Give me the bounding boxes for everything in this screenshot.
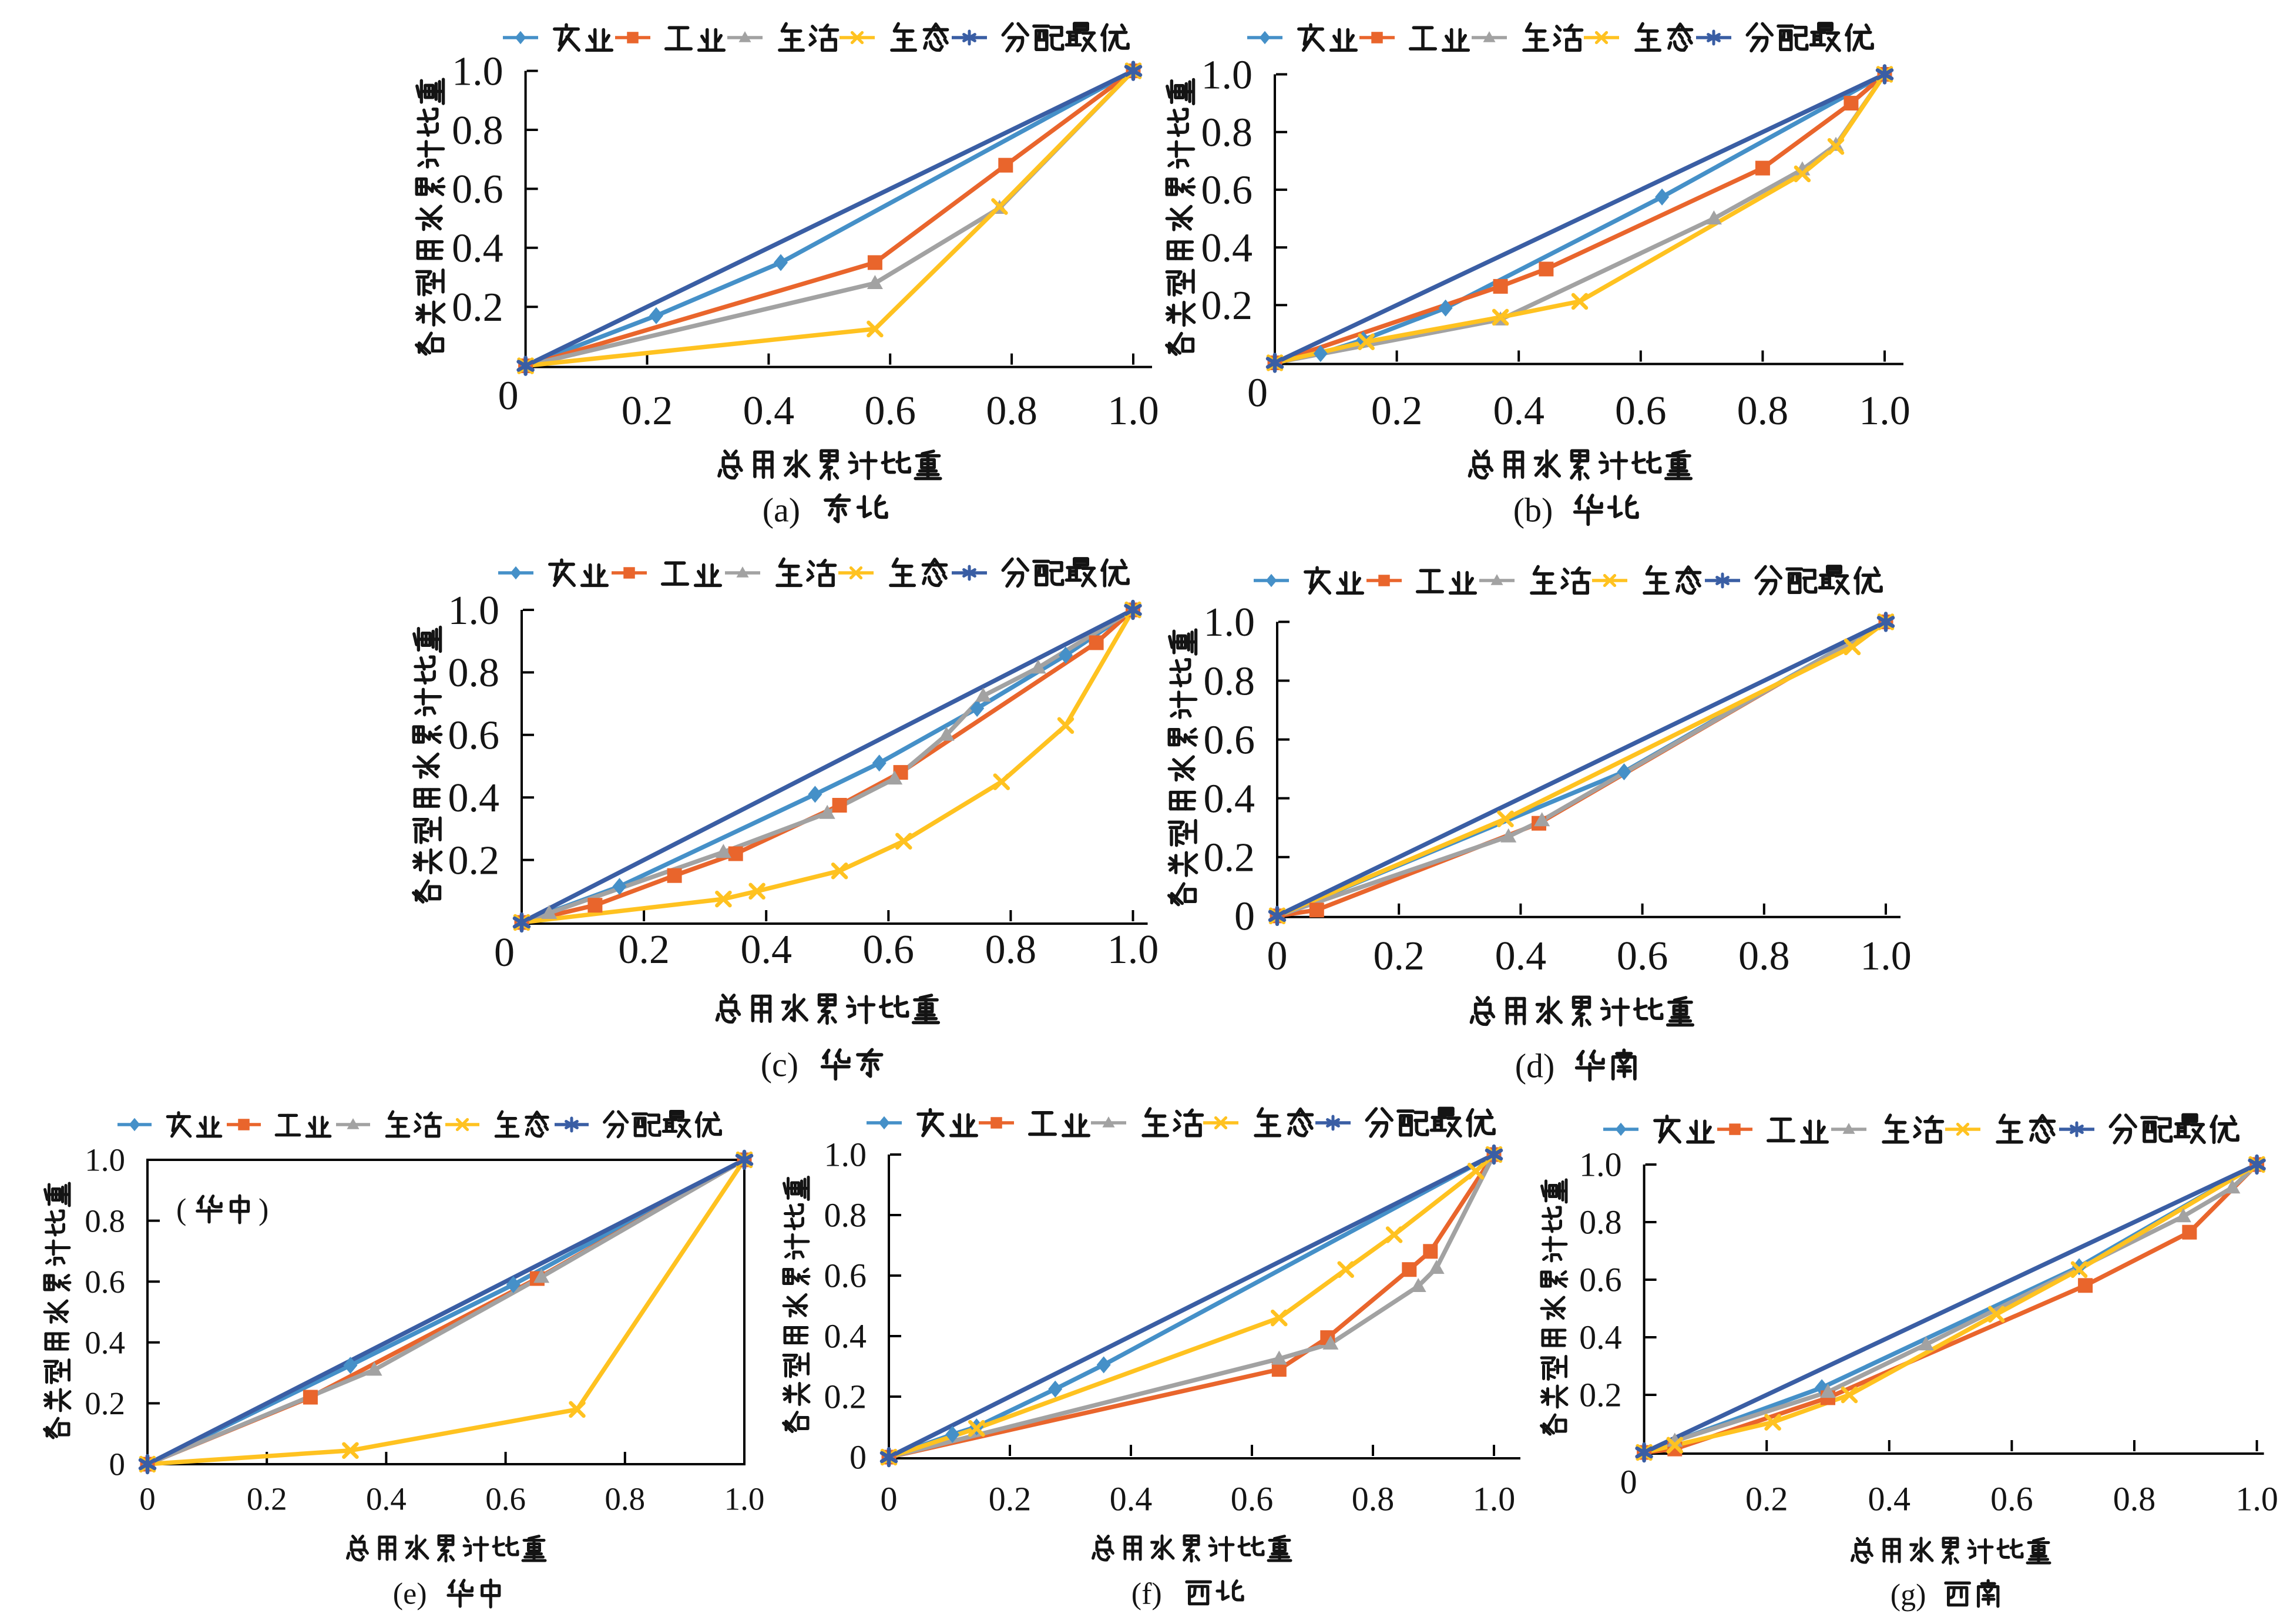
svg-text:(d): (d): [1515, 1047, 1555, 1085]
svg-text:0.4: 0.4: [366, 1481, 407, 1517]
svg-text:0.8: 0.8: [1204, 659, 1255, 704]
svg-text:0.8: 0.8: [1737, 388, 1789, 434]
svg-text:1.0: 1.0: [1204, 600, 1255, 645]
svg-text:(g): (g): [1891, 1579, 1926, 1612]
svg-text:0.8: 0.8: [2113, 1480, 2156, 1518]
svg-text:0.2: 0.2: [622, 388, 673, 434]
svg-text:1.0: 1.0: [1473, 1480, 1516, 1518]
svg-text:0.4: 0.4: [1493, 388, 1544, 434]
svg-text:0.2: 0.2: [989, 1480, 1032, 1518]
svg-text:0: 0: [139, 1481, 156, 1517]
svg-text:0.2: 0.2: [1201, 283, 1253, 328]
svg-text:0: 0: [109, 1447, 126, 1482]
svg-text:0.4: 0.4: [1201, 226, 1253, 271]
svg-text:0.8: 0.8: [1579, 1203, 1622, 1242]
svg-text:0.6: 0.6: [485, 1481, 526, 1517]
svg-text:(f): (f): [1131, 1578, 1162, 1611]
svg-text:0.8: 0.8: [452, 108, 503, 153]
svg-text:0.8: 0.8: [85, 1203, 125, 1239]
svg-text:0.6: 0.6: [864, 388, 916, 434]
svg-text:0: 0: [1267, 934, 1288, 979]
svg-text:): ): [258, 1193, 268, 1227]
svg-text:0.2: 0.2: [1204, 836, 1255, 881]
svg-text:0.8: 0.8: [1201, 110, 1253, 156]
svg-text:1.0: 1.0: [85, 1142, 125, 1178]
svg-text:0: 0: [1234, 894, 1255, 939]
svg-text:0.4: 0.4: [1579, 1318, 1622, 1357]
svg-text:0.4: 0.4: [452, 226, 503, 271]
svg-text:0.2: 0.2: [824, 1378, 867, 1416]
svg-text:1.0: 1.0: [2235, 1480, 2278, 1518]
svg-text:0.4: 0.4: [85, 1325, 125, 1361]
svg-text:0.4: 0.4: [1110, 1480, 1153, 1518]
svg-text:1.0: 1.0: [1859, 388, 1910, 434]
svg-text:0.6: 0.6: [824, 1257, 867, 1295]
svg-text:(: (: [176, 1193, 186, 1227]
svg-text:0.4: 0.4: [1868, 1480, 1911, 1518]
svg-text:0.8: 0.8: [1352, 1480, 1395, 1518]
svg-text:(c): (c): [761, 1046, 798, 1084]
svg-text:0: 0: [1247, 370, 1268, 415]
svg-text:0.6: 0.6: [1201, 168, 1253, 213]
svg-text:0.2: 0.2: [452, 285, 503, 330]
svg-text:0.2: 0.2: [1745, 1480, 1788, 1518]
svg-text:0.6: 0.6: [448, 713, 500, 759]
svg-text:0: 0: [849, 1438, 867, 1477]
svg-text:1.0: 1.0: [1579, 1146, 1622, 1184]
svg-text:(a): (a): [763, 491, 800, 529]
svg-text:1.0: 1.0: [1107, 927, 1159, 972]
svg-text:1.0: 1.0: [724, 1481, 765, 1517]
svg-text:0.8: 0.8: [985, 927, 1037, 972]
svg-text:0.8: 0.8: [1738, 934, 1790, 979]
svg-text:0.4: 0.4: [1495, 934, 1547, 979]
svg-text:0.2: 0.2: [618, 927, 670, 972]
svg-text:0.6: 0.6: [452, 167, 503, 212]
svg-text:0.8: 0.8: [986, 388, 1037, 434]
svg-text:0.8: 0.8: [448, 650, 500, 696]
svg-text:1.0: 1.0: [452, 49, 503, 94]
svg-text:0.8: 0.8: [605, 1481, 645, 1517]
svg-text:0.6: 0.6: [1579, 1261, 1622, 1299]
svg-text:0.6: 0.6: [1990, 1480, 2033, 1518]
svg-text:0: 0: [1620, 1463, 1637, 1501]
svg-text:0.6: 0.6: [1204, 717, 1255, 763]
svg-text:0.6: 0.6: [85, 1264, 125, 1300]
svg-text:(b): (b): [1513, 491, 1553, 529]
svg-text:1.0: 1.0: [1201, 52, 1253, 98]
svg-text:0.2: 0.2: [1579, 1376, 1622, 1414]
svg-text:0.8: 0.8: [824, 1196, 867, 1234]
svg-text:1.0: 1.0: [1107, 388, 1159, 434]
svg-text:0.6: 0.6: [1231, 1480, 1274, 1518]
svg-text:1.0: 1.0: [1860, 934, 1912, 979]
svg-text:0.2: 0.2: [448, 838, 500, 883]
svg-text:1.0: 1.0: [448, 588, 500, 633]
svg-text:0.2: 0.2: [85, 1385, 125, 1421]
svg-text:0.2: 0.2: [247, 1481, 287, 1517]
svg-text:0.2: 0.2: [1373, 934, 1425, 979]
svg-text:(e): (e): [393, 1578, 427, 1611]
svg-text:0.6: 0.6: [1615, 388, 1667, 434]
svg-text:0.4: 0.4: [743, 388, 795, 434]
svg-text:0.6: 0.6: [1617, 934, 1668, 979]
svg-text:0.4: 0.4: [824, 1317, 867, 1355]
svg-text:0.6: 0.6: [863, 927, 915, 972]
svg-text:0.2: 0.2: [1371, 388, 1423, 434]
svg-text:0.4: 0.4: [448, 776, 500, 821]
svg-text:0: 0: [498, 373, 519, 418]
svg-text:0.4: 0.4: [1204, 776, 1255, 821]
svg-text:0: 0: [494, 930, 515, 975]
svg-text:1.0: 1.0: [824, 1136, 867, 1174]
svg-text:0.4: 0.4: [740, 927, 792, 972]
svg-text:0: 0: [881, 1480, 898, 1518]
